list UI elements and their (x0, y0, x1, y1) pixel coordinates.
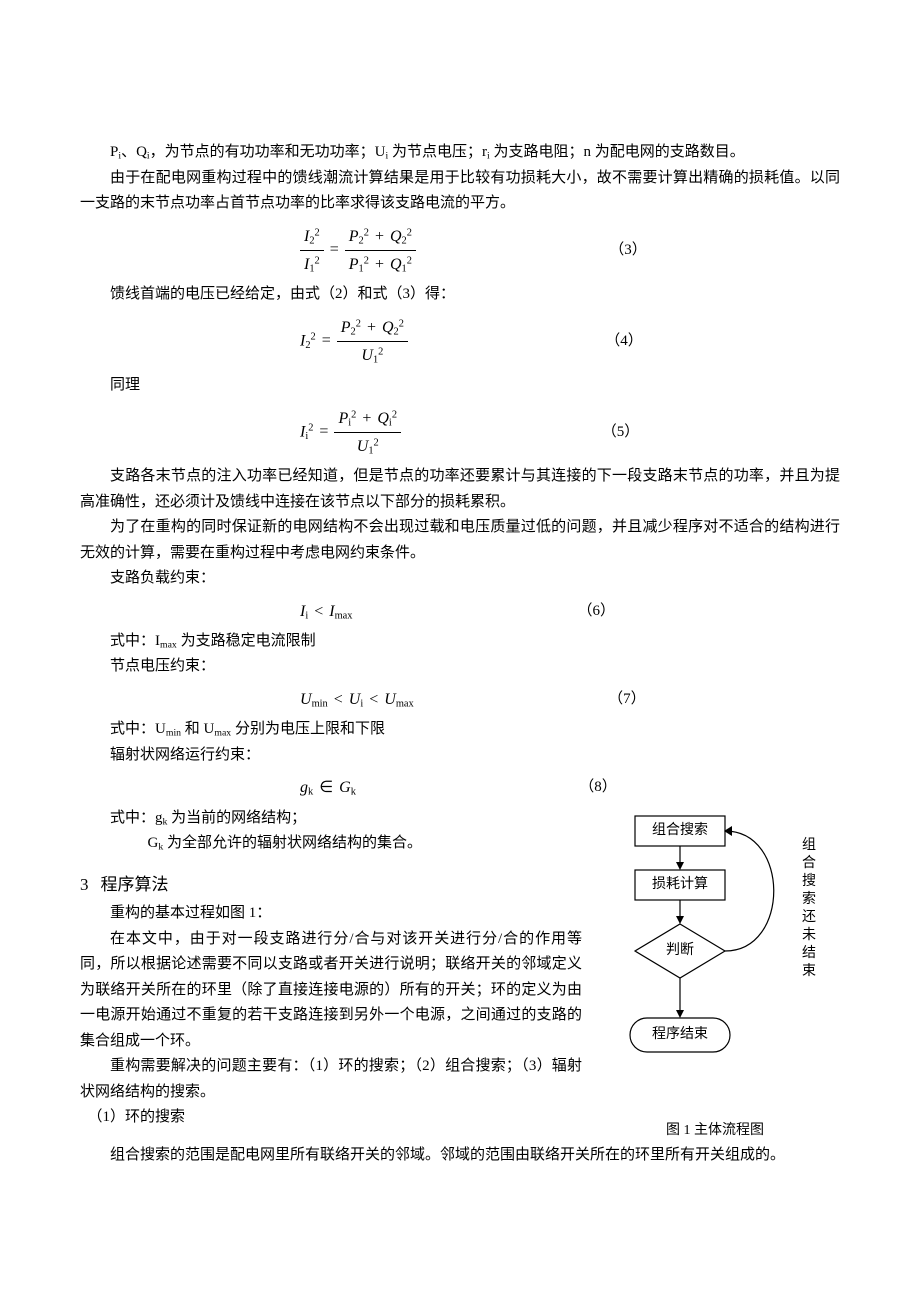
svg-text:组合搜索: 组合搜索 (652, 821, 708, 838)
equation-8: gk ∈ Gk （8） (80, 774, 840, 801)
equation-7: Umin < Ui < Umax （7） (80, 686, 840, 713)
paragraph-umin-umax: 式中：Umin 和 Umax 分别为电压上限和下限 (80, 717, 840, 743)
equation-3: I22I12 = P22 + Q22P12 + Q12 （3） (80, 223, 840, 279)
paragraph-branch-constraint: 支路负载约束： (80, 566, 840, 592)
svg-text:索: 索 (802, 890, 816, 907)
svg-text:组: 组 (802, 837, 816, 853)
paragraph-radial-constraint: 辐射状网络运行约束： (80, 743, 840, 769)
paragraph-imax: 式中：Imax 为支路稳定电流限制 (80, 629, 840, 655)
svg-text:判断: 判断 (666, 942, 694, 958)
equation-number-4: （4） (408, 329, 840, 355)
two-column-region: 式中：gk 为当前的网络结构； Gk 为全部允许的辐射状网络结构的集合。 3 程… (80, 806, 840, 1143)
svg-text:未: 未 (802, 927, 816, 943)
paragraph-power: 支路各末节点的注入功率已经知道，但是节点的功率还要累计与其连接的下一段支路末节点… (80, 464, 840, 515)
paragraph-intro: 由于在配电网重构过程中的馈线潮流计算结果是用于比较有功损耗大小，故不需要计算出精… (80, 166, 840, 217)
section-heading: 3 程序算法 (80, 871, 582, 900)
paragraph-gk: 式中：gk 为当前的网络结构； (80, 806, 582, 832)
equation-number-6: （6） (352, 599, 840, 625)
paragraph-definitions: 在本文中，由于对一段支路进行分/合与对该开关进行分/合的作用等同，所以根据论述需… (80, 927, 582, 1055)
paragraph-combination-search: 组合搜索的范围是配电网里所有联络开关的邻域。邻域的范围由联络开关所在的环里所有开… (80, 1143, 840, 1169)
paragraph-likewise: 同理 (80, 373, 840, 399)
figure-caption: 图 1 主体流程图 (590, 1119, 840, 1143)
paragraph-Gk: Gk 为全部允许的辐射状网络结构的集合。 (80, 831, 582, 857)
equation-4: I22 = P22 + Q22U12 （4） (80, 314, 840, 370)
svg-text:束: 束 (802, 963, 816, 979)
svg-text:程序结束: 程序结束 (652, 1026, 708, 1042)
svg-text:合: 合 (802, 855, 816, 871)
svg-text:还: 还 (802, 909, 816, 925)
svg-text:结: 结 (802, 945, 816, 961)
paragraph-eq3-followup: 馈线首端的电压已经给定，由式（2）和式（3）得： (80, 282, 840, 308)
paragraph-symbols: Pi、Qi，为节点的有功功率和无功功率；Ui 为节点电压；ri 为支路电阻；n … (80, 140, 840, 166)
equation-5: Ii2 = Pi2 + Qi2U12 （5） (80, 405, 840, 461)
equation-number-7: （7） (414, 687, 840, 713)
paragraph-problems: 重构需要解决的问题主要有：（1）环的搜索；（2）组合搜索；（3）辐射状网络结构的… (80, 1054, 582, 1105)
left-column: 式中：gk 为当前的网络结构； Gk 为全部允许的辐射状网络结构的集合。 3 程… (80, 806, 582, 1143)
paragraph-voltage-constraint: 节点电压约束： (80, 654, 840, 680)
section-title: 程序算法 (101, 871, 169, 900)
equation-6: Ii < Imax （6） (80, 598, 840, 625)
right-column-figure: 组合搜索损耗计算判断程序结束组合搜索还未结束 图 1 主体流程图 (590, 806, 840, 1143)
equation-number-8: （8） (356, 775, 840, 801)
section-number: 3 (80, 871, 89, 900)
equation-number-5: （5） (401, 420, 840, 446)
flowchart-svg: 组合搜索损耗计算判断程序结束组合搜索还未结束 (590, 806, 840, 1106)
equation-number-3: （3） (416, 238, 840, 264)
paragraph-ring-search-heading: （1）环的搜索 (80, 1105, 582, 1131)
paragraph-fig-ref: 重构的基本过程如图 1： (80, 901, 582, 927)
paragraph-constraints-intro: 为了在重构的同时保证新的电网结构不会出现过载和电压质量过低的问题，并且减少程序对… (80, 515, 840, 566)
paper-page: Pi、Qi，为节点的有功功率和无功功率；Ui 为节点电压；ri 为支路电阻；n … (0, 0, 920, 1228)
svg-text:搜: 搜 (802, 873, 816, 889)
svg-text:损耗计算: 损耗计算 (652, 876, 708, 892)
